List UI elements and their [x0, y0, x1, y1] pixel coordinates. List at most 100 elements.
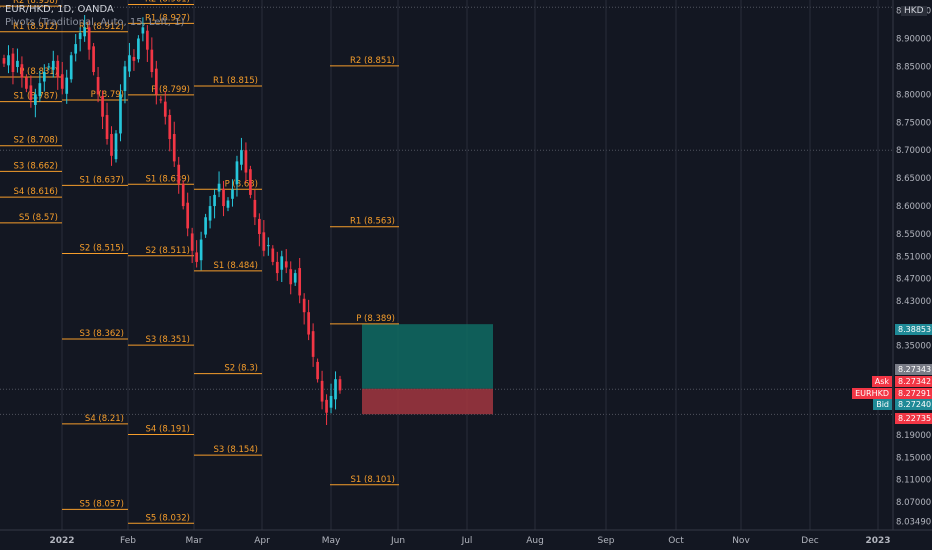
candle-body [275, 261, 279, 274]
candle-body [289, 269, 293, 285]
candle-body [163, 101, 167, 117]
candle-body [217, 183, 221, 192]
candle-body [172, 134, 176, 162]
candle-body [316, 361, 319, 380]
profit-zone [362, 324, 493, 389]
pivot-label: R1 (8.912) [79, 22, 124, 32]
candle-body [177, 164, 181, 184]
pivot-label: R2 (8.961) [145, 0, 190, 4]
candle-body [69, 55, 73, 80]
x-tick-label: Mar [186, 536, 203, 546]
y-tick-label: 8.47000 [896, 275, 931, 285]
candle-body [38, 83, 42, 97]
candle-body [114, 133, 118, 160]
y-tick-label: 8.80000 [896, 90, 931, 100]
candle-body [92, 46, 95, 73]
price-badge-label: Ask [871, 376, 892, 387]
pivot-label: P (8.389) [356, 314, 395, 324]
pivot-label: P (8.79) [91, 90, 124, 100]
candle-body [168, 115, 172, 140]
candle-body [47, 66, 51, 68]
y-tick-label: 8.19000 [896, 431, 931, 441]
candle-body [16, 60, 19, 67]
x-tick-label: Sep [598, 536, 615, 546]
y-tick-label: 8.70000 [896, 146, 931, 156]
candle-body [181, 183, 185, 207]
candle-body [60, 74, 64, 89]
chart-title: EUR/HKD, 1D, OANDA [5, 4, 114, 15]
candle-body [244, 150, 248, 173]
candle-body [2, 58, 6, 64]
candle-body [298, 268, 302, 296]
candle-body [186, 202, 190, 229]
candle-body [146, 30, 149, 50]
candle-body [266, 245, 270, 247]
x-tick-label: Jun [390, 536, 405, 546]
candle-body [150, 49, 154, 73]
candle-body [293, 273, 297, 283]
candle-body [119, 94, 122, 134]
candle-body [132, 56, 136, 61]
x-tick-label: Dec [801, 536, 818, 546]
pivot-label: R1 (8.912) [13, 22, 58, 32]
pivot-label: S3 (8.351) [146, 335, 190, 345]
candle-body [235, 161, 239, 185]
pivot-label: S4 (8.616) [14, 187, 58, 197]
pivot-label: S1 (8.484) [214, 261, 258, 271]
x-tick-label: May [322, 536, 341, 546]
y-tick-label: 8.43000 [896, 297, 931, 307]
loss-zone [362, 388, 493, 415]
pivot-label: P (8.63) [225, 179, 258, 189]
pivot-label: S2 (8.511) [146, 246, 190, 256]
pivot-label: S3 (8.154) [214, 445, 258, 455]
price-axis-panel [893, 0, 932, 550]
y-tick-label: 8.60000 [896, 202, 931, 212]
pivot-label: S3 (8.662) [14, 161, 58, 171]
candle-body [34, 94, 37, 105]
y-tick-label: 8.03490 [896, 518, 931, 528]
candle-body [78, 32, 82, 40]
candle-body [329, 395, 333, 408]
candle-body [338, 379, 342, 391]
candle-body [311, 331, 315, 357]
price-badge-value: 8.22735 [895, 413, 932, 424]
indicator-label[interactable]: Pivots (Traditional, Auto, 15, Left, 1) [5, 17, 185, 28]
price-badge-value: 8.27240 [895, 399, 932, 410]
pivot-label: R1 (8.815) [213, 76, 258, 86]
candle-body [42, 72, 46, 82]
pivot-label: S2 (8.708) [14, 136, 58, 146]
candle-body [325, 399, 328, 413]
y-tick-label: 8.11000 [896, 476, 931, 486]
y-tick-label: 8.90000 [896, 35, 931, 45]
y-tick-label: 8.35000 [896, 342, 931, 352]
pivot-label: S2 (8.3) [224, 364, 258, 374]
candle-body [213, 194, 216, 207]
candle-body [226, 200, 230, 208]
y-tick-label: 8.55000 [896, 230, 931, 240]
candle-body [123, 66, 127, 92]
candle-body [320, 380, 324, 402]
candle-body [83, 27, 86, 37]
pivot-label: S3 (8.362) [80, 329, 124, 339]
candle-body [11, 53, 15, 73]
candle-body [74, 44, 78, 54]
price-badge-value: 8.27291 [895, 388, 932, 399]
candle-body [154, 68, 158, 95]
candle-body [280, 256, 284, 270]
candle-body [29, 85, 33, 100]
candle-body [307, 312, 310, 335]
price-badge-value: 8.38853 [895, 324, 932, 335]
candle-body [231, 189, 234, 199]
candle-body [96, 77, 100, 95]
candle-body [65, 77, 69, 94]
x-tick-label: Feb [120, 536, 136, 546]
candle-body [25, 77, 28, 89]
candle-body [284, 261, 288, 268]
candle-body [199, 239, 203, 261]
candle-body [137, 38, 140, 60]
x-tick-label: Oct [668, 536, 684, 546]
currency-label: HKD [901, 6, 927, 16]
y-tick-label: 8.15000 [896, 453, 931, 463]
